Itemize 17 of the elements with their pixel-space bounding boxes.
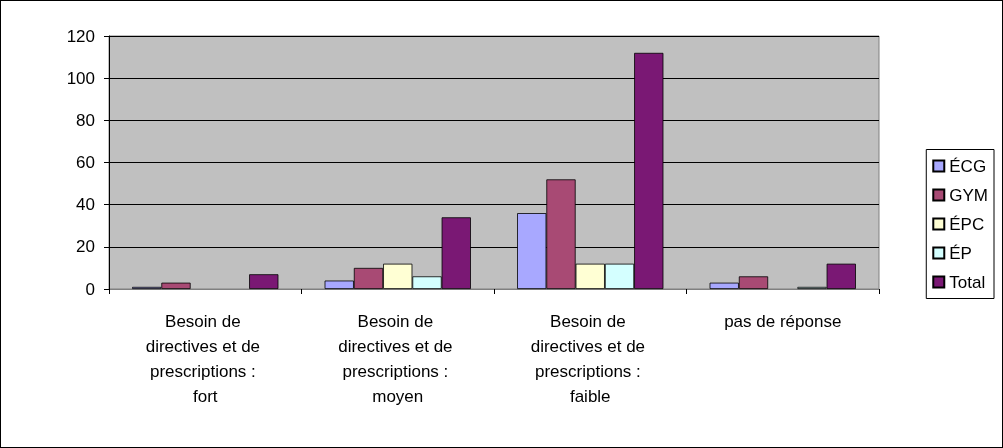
y-tick-label: 80 <box>76 110 95 130</box>
x-tick-label: Besoin de directives et de prescriptions : moyen <box>338 312 458 406</box>
y-tick-label: 0 <box>85 279 95 299</box>
x-tick-label: Besoin de directives et de prescriptions : faible <box>530 312 650 406</box>
y-tick-label: 120 <box>66 26 95 46</box>
legend-label: ÉP <box>949 243 972 263</box>
y-tick-label: 60 <box>76 153 95 172</box>
x-tick-label: Besoin de directives et de prescriptions : fort <box>145 312 265 406</box>
y-tick-label: 20 <box>76 237 95 257</box>
legend-label: ÉCG <box>949 156 987 176</box>
y-tick-label: 100 <box>66 68 95 88</box>
x-tick-label: pas de réponse <box>724 312 842 331</box>
legend-label: ÉPC <box>949 214 985 234</box>
legend-label: Total <box>949 272 986 292</box>
y-tick-label: 40 <box>76 195 95 215</box>
bar <box>249 274 279 289</box>
legend-label: GYM <box>949 185 989 205</box>
